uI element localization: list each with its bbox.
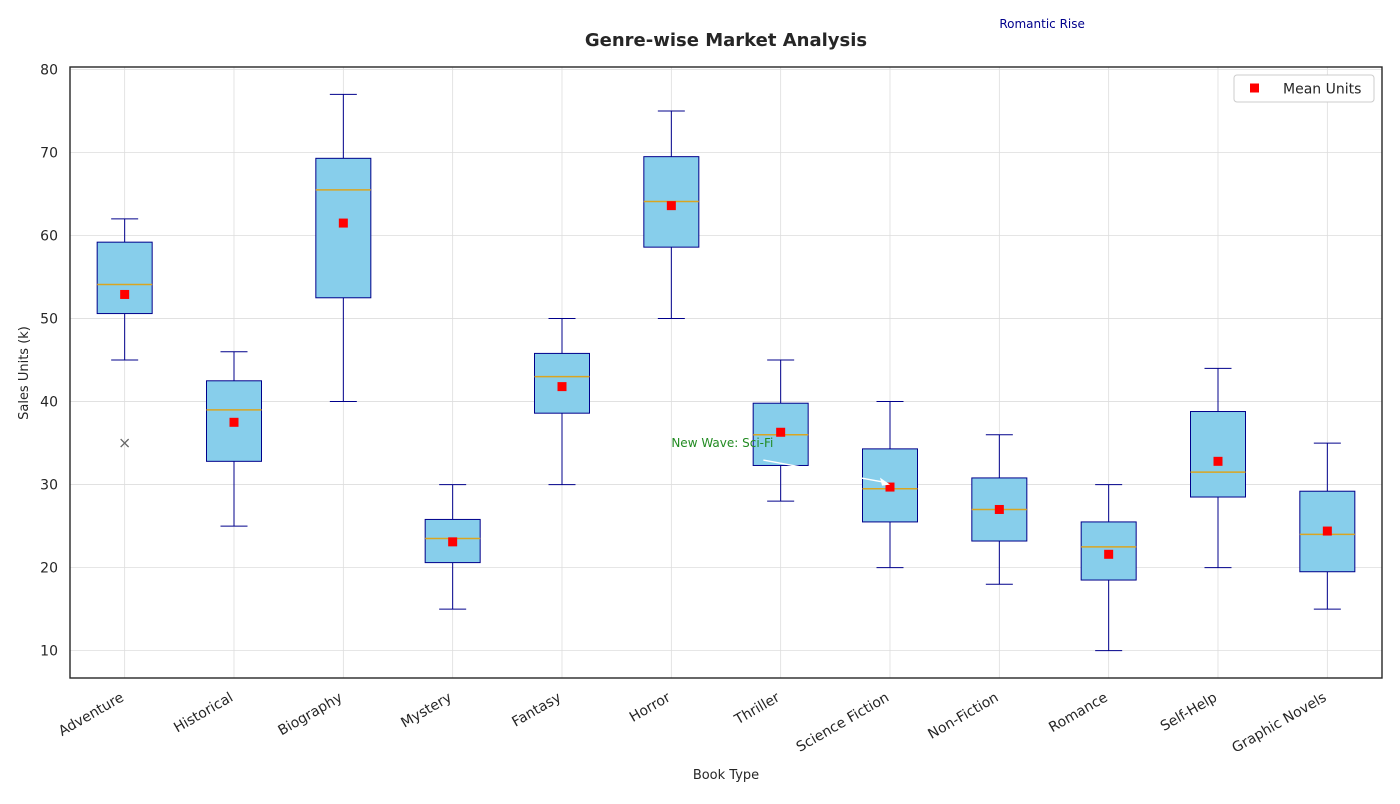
box-self-help: [1190, 367, 1246, 569]
x-tick-label: Adventure: [56, 690, 127, 740]
y-axis-label: Sales Units (k): [17, 326, 32, 420]
y-tick-label: 30: [40, 478, 58, 494]
annotation-arrowhead-scifi: [880, 477, 890, 486]
annotations: New Wave: Sci-Fi Romantic Rise: [671, 17, 1086, 486]
mean-marker: [885, 482, 895, 492]
box-fantasy: [534, 318, 590, 486]
annotation-arrow-scifi: [763, 459, 887, 484]
x-tick-label: Historical: [171, 690, 236, 737]
box-iqr: [1190, 411, 1246, 498]
x-tick-label: Science Fiction: [794, 690, 892, 756]
y-tick-label: 80: [40, 62, 58, 78]
box-series: [96, 93, 1356, 652]
legend-box: [1233, 74, 1375, 103]
mean-marker: [994, 504, 1004, 514]
x-tick-label: Non-Fiction: [925, 690, 1001, 743]
box-non-fiction: [971, 434, 1028, 585]
box-biography: [315, 93, 372, 403]
outlier-marker: [120, 438, 130, 448]
y-tick-label: 70: [40, 146, 58, 162]
x-tick-label: Biography: [276, 690, 346, 740]
annotation-romance: Romantic Rise: [999, 17, 1085, 31]
box-iqr: [96, 241, 153, 315]
y-tick-label: 60: [40, 229, 58, 245]
mean-marker: [776, 427, 786, 437]
mean-marker: [666, 201, 676, 211]
box-iqr: [315, 157, 372, 299]
box-historical: [206, 351, 262, 527]
x-tick-label: Horror: [627, 689, 674, 725]
box-adventure: [96, 218, 153, 448]
legend-label-mean: Mean Units: [1283, 82, 1361, 98]
mean-marker: [229, 417, 239, 427]
x-axis-label: Book Type: [693, 768, 759, 783]
mean-marker: [557, 382, 567, 392]
annotation-arrow-romance: [1080, 60, 1086, 68]
x-tick-label: Romance: [1046, 690, 1110, 736]
x-tick-label: Thriller: [731, 689, 783, 728]
mean-marker: [338, 218, 348, 228]
x-tick-label: Self-Help: [1158, 690, 1220, 735]
x-tick-label: Mystery: [398, 690, 454, 732]
plot-frame: [69, 66, 1383, 679]
y-tick-label: 50: [40, 312, 58, 328]
box-graphic-novels: [1299, 442, 1356, 610]
x-tick-label: Fantasy: [509, 690, 564, 731]
outlier-stroke: [120, 438, 130, 448]
mean-marker: [448, 537, 458, 547]
legend: Mean Units: [1233, 74, 1375, 103]
box-iqr: [1080, 521, 1137, 581]
mean-marker: [1213, 456, 1223, 466]
mean-marker: [120, 289, 130, 299]
box-science-fiction: [862, 401, 918, 569]
box-mystery: [424, 484, 481, 610]
y-tick-label: 20: [40, 561, 58, 577]
box-thriller: [752, 359, 809, 502]
chart-title: Genre-wise Market Analysis: [585, 30, 867, 51]
x-tick-label: Graphic Novels: [1229, 690, 1329, 757]
box-romance: [1080, 484, 1137, 652]
annotation-scifi: New Wave: Sci-Fi: [671, 436, 773, 450]
grid-lines: [70, 67, 1382, 678]
y-tick-label: 40: [40, 395, 58, 411]
box-horror: [643, 110, 700, 320]
y-tick-label: 10: [40, 644, 58, 660]
mean-marker: [1104, 549, 1114, 559]
legend-mean-marker: [1250, 83, 1259, 93]
mean-marker: [1322, 526, 1332, 536]
